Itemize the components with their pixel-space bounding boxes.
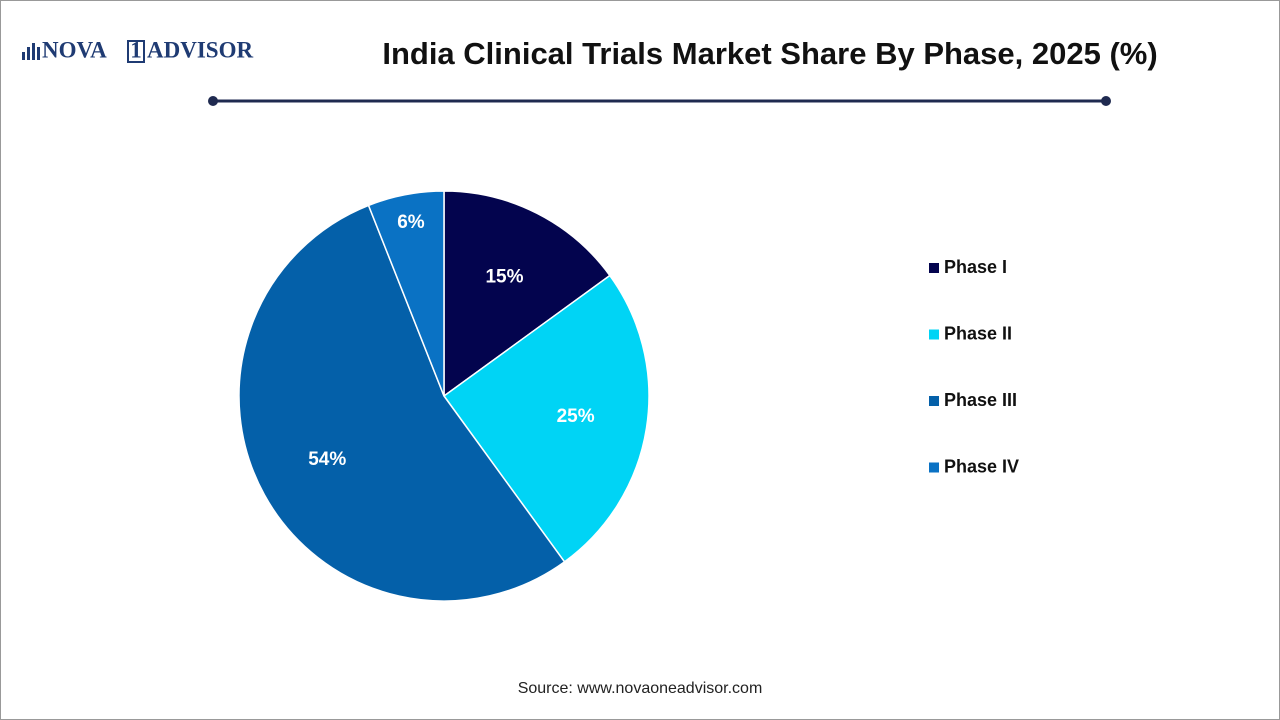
logo-icon <box>32 43 35 60</box>
source: Source: www.novaoneadvisor.com <box>518 680 763 697</box>
rule-dot <box>208 96 218 106</box>
legend-label: Phase IV <box>944 456 1019 476</box>
value-label: 25% <box>557 406 595 427</box>
rule-dot <box>1101 96 1111 106</box>
legend-label: Phase III <box>944 390 1017 410</box>
logo-text: 1 <box>130 37 142 62</box>
logo-box <box>127 40 145 63</box>
pie-slice <box>367 190 445 397</box>
pie-slice <box>442 274 650 563</box>
chart-title: India Clinical Trials Market Share By Ph… <box>382 36 1157 71</box>
legend-label: Phase II <box>944 323 1012 343</box>
logo-text: ADVISOR <box>147 37 253 62</box>
pie-slice <box>443 190 611 398</box>
logo-icon <box>37 47 40 60</box>
logo-icon <box>27 47 30 60</box>
logo-text: NOVA <box>42 37 107 62</box>
pie: 15% 25% 54% 6% <box>238 190 650 602</box>
value-label: 15% <box>485 266 523 287</box>
logo: NOVA 1 ADVISOR <box>22 37 253 63</box>
legend-swatch <box>929 263 939 273</box>
legend-swatch <box>929 396 939 406</box>
legend-swatch <box>929 329 939 340</box>
logo-icon <box>22 52 25 60</box>
value-label: 6% <box>397 212 425 233</box>
value-label: 54% <box>308 449 346 470</box>
legend-label: Phase I <box>944 257 1007 277</box>
legend: Phase I Phase II Phase III Phase IV <box>929 257 1019 476</box>
legend-swatch <box>929 462 939 473</box>
pie-slice <box>238 204 566 602</box>
